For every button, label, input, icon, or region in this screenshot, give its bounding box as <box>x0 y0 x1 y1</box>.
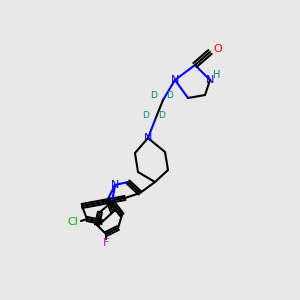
Text: N: N <box>206 75 214 85</box>
Text: N: N <box>144 133 152 143</box>
Text: D: D <box>167 91 173 100</box>
Text: D: D <box>142 112 149 121</box>
Text: N: N <box>171 75 179 85</box>
Text: O: O <box>214 44 222 54</box>
Text: F: F <box>103 238 109 248</box>
Text: Cl: Cl <box>68 217 78 227</box>
Text: N: N <box>111 180 119 190</box>
Text: D: D <box>159 110 165 119</box>
Text: D: D <box>151 92 158 100</box>
Text: H: H <box>213 70 221 80</box>
